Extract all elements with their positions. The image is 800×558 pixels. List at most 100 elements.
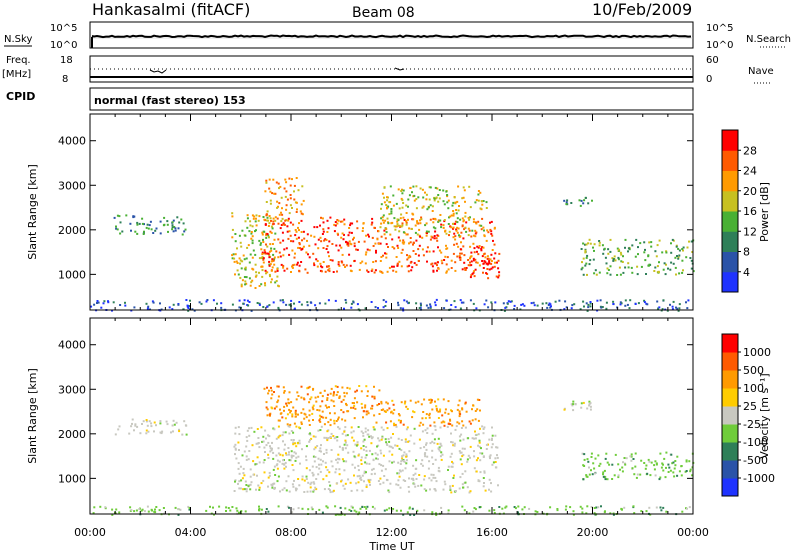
power-colorbar: 4 8 12 16 20 24 28 Power [dB] — [721, 129, 771, 293]
colorbar-swatch — [722, 211, 738, 232]
nsky-tick-high: 10^5 — [50, 23, 77, 34]
scatter-region-6 — [563, 196, 593, 207]
y-tick-label: 1000 — [58, 268, 86, 281]
power-data — [90, 177, 695, 312]
velocity-y-axis: 1000 2000 3000 4000 — [58, 339, 693, 485]
freq-strip: Freq. [MHz] 18 8 60 0 Nave — [2, 55, 774, 85]
y-tick-label: 3000 — [58, 383, 86, 396]
colorbar-tick-label: -1000 — [743, 472, 775, 485]
colorbar-tick-label: 500 — [743, 364, 764, 377]
velocity-panel: 1000 2000 3000 4000 00:00 04:00 08:00 12:00 16:… — [26, 317, 709, 553]
colorbar-swatch — [722, 271, 738, 293]
nsky-strip: N.Sky 10^5 10^0 10^5 10^0 N.Search — [4, 21, 791, 51]
scatter-region-4 — [563, 400, 592, 412]
cpid-mode: normal (fast stereo) 153 — [94, 94, 246, 107]
nsearch-tick-high: 10^5 — [706, 23, 733, 34]
nave-tick-low: 0 — [706, 74, 712, 85]
y-tick-label: 2000 — [58, 224, 86, 237]
power-x-ticks — [89, 114, 694, 310]
colorbar-tick-label: 1000 — [743, 346, 771, 359]
x-tick-label: 12:00 — [376, 526, 408, 539]
colorbar-swatch — [722, 170, 738, 192]
site-title: Hankasalmi (fitACF) — [92, 0, 250, 19]
x-tick-label: 08:00 — [275, 526, 307, 539]
colorbar-tick-label: 25 — [743, 400, 757, 413]
colorbar-tick-label: 100 — [743, 382, 764, 395]
colorbar-swatch — [722, 190, 738, 212]
scatter-region-3 — [263, 177, 305, 223]
colorbar-tick-label: 24 — [743, 165, 757, 178]
colorbar-tick-label: 20 — [743, 185, 757, 198]
scatter-region-3 — [380, 398, 481, 427]
scatter-region-0 — [114, 418, 188, 436]
y-tick-label: 2000 — [58, 428, 86, 441]
colorbar-tick-label: -100 — [743, 436, 768, 449]
velocity-data — [92, 385, 695, 516]
colorbar-swatch — [722, 478, 738, 497]
nave-tick-high: 60 — [706, 55, 719, 66]
colorbar-tick-label: 4 — [743, 266, 750, 279]
nsky-trace — [91, 34, 692, 39]
x-axis-label: Time UT — [368, 540, 414, 553]
nave-label: Nave — [748, 66, 774, 77]
x-tick-label: 20:00 — [577, 526, 609, 539]
x-tick-label: 04:00 — [175, 526, 207, 539]
freq-tick-high: 18 — [60, 55, 73, 66]
colorbar-tick-label: 8 — [743, 246, 750, 259]
scatter-region-2 — [261, 216, 496, 274]
power-panel: 1000 2000 3000 4000 Slant Range [km] — [26, 113, 695, 312]
velocity-ylabel: Slant Range [km] — [26, 368, 39, 464]
beam-title: Beam 08 — [352, 5, 415, 21]
colorbar-tick-label: -500 — [743, 454, 768, 467]
power-colorbar-label: Power [dB] — [758, 182, 771, 242]
colorbar-swatch — [722, 442, 738, 461]
colorbar-swatch — [722, 251, 738, 273]
freq-unit: [MHz] — [2, 69, 31, 80]
freq-label: Freq. — [6, 55, 31, 66]
cpid-label: CPID — [6, 90, 35, 103]
colorbar-swatch — [722, 460, 738, 479]
nsearch-tick-low: 10^0 — [706, 40, 733, 51]
nsky-label: N.Sky — [4, 34, 32, 45]
scatter-region-1 — [231, 212, 280, 289]
velocity-colorbar: 1000 500 100 25 -25 -100 -500 -1000 Velocity [m… — [721, 333, 775, 497]
y-tick-label: 4000 — [58, 135, 86, 148]
y-tick-label: 1000 — [58, 472, 86, 485]
power-ylabel: Slant Range [km] — [26, 164, 39, 260]
x-tick-label: 16:00 — [476, 526, 508, 539]
colorbar-tick-label: 28 — [743, 144, 757, 157]
colorbar-swatch — [722, 370, 738, 389]
cpid-strip: CPID normal (fast stereo) 153 — [6, 87, 694, 111]
colorbar-swatch — [722, 231, 738, 252]
velocity-x-ticks: 00:00 04:00 08:00 12:00 16:00 20:00 00:00 — [74, 318, 709, 539]
date-title: 10/Feb/2009 — [592, 0, 692, 19]
y-tick-label: 4000 — [58, 339, 86, 352]
nsky-tick-low: 10^0 — [50, 40, 77, 51]
freq-tick-low: 8 — [62, 74, 68, 85]
scatter-region-5 — [581, 451, 695, 481]
colorbar-swatch — [722, 130, 738, 151]
scatter-region-5 — [467, 252, 501, 280]
colorbar-swatch — [722, 150, 738, 171]
scatter-region-1 — [233, 425, 499, 494]
scatter-region-8 — [90, 298, 690, 312]
colorbar-tick-label: -25 — [743, 418, 761, 431]
scatter-region-4 — [379, 185, 488, 237]
power-y-axis: 1000 2000 3000 4000 — [58, 135, 693, 281]
y-tick-label: 3000 — [58, 179, 86, 192]
scatter-region-7 — [580, 238, 695, 276]
scatter-region-0 — [113, 214, 187, 236]
colorbar-swatch — [722, 352, 738, 371]
x-tick-label: 00:00 — [677, 526, 709, 539]
colorbar-swatch — [722, 406, 738, 425]
velocity-colorbar-label: Velocity [m s⁻¹] — [758, 373, 771, 458]
nsearch-label: N.Search — [746, 34, 791, 45]
colorbar-swatch — [722, 388, 738, 407]
scatter-region-2 — [263, 385, 381, 427]
colorbar-tick-label: 16 — [743, 205, 757, 218]
x-tick-label: 00:00 — [74, 526, 106, 539]
colorbar-tick-label: 12 — [743, 225, 757, 238]
colorbar-swatch — [722, 424, 738, 443]
colorbar-swatch — [722, 334, 738, 353]
